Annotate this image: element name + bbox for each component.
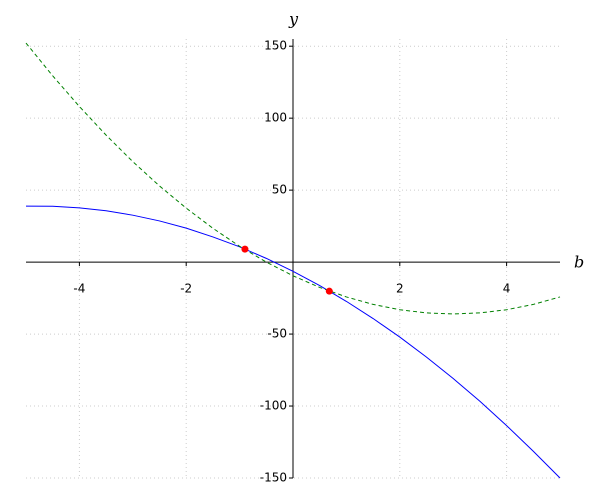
y-tick-label: -150 — [260, 471, 287, 485]
intersection-point — [241, 245, 249, 253]
x-tick-label: -2 — [180, 282, 192, 296]
y-tick-label: 50 — [272, 183, 287, 197]
curve — [25, 205, 561, 479]
y-tick-label: -50 — [267, 327, 287, 341]
x-tick-label: -4 — [73, 282, 85, 296]
y-tick-label: 100 — [264, 111, 287, 125]
intersection-point — [325, 287, 333, 295]
x-axis-label: b — [574, 253, 584, 272]
y-tick-label: 150 — [264, 39, 287, 53]
x-tick-label: 2 — [396, 282, 404, 296]
y-tick-label: -100 — [260, 399, 287, 413]
y-axis-label: y — [288, 10, 299, 29]
curve — [25, 42, 561, 315]
x-tick-label: 4 — [503, 282, 511, 296]
